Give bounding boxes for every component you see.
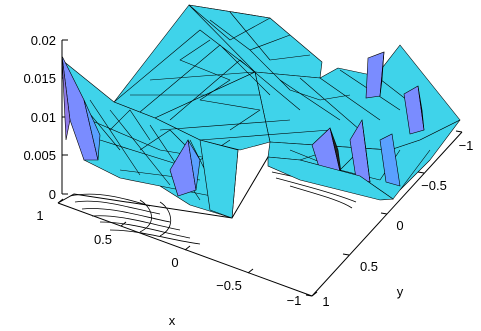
wall-face: [199, 139, 239, 219]
spike-face: [329, 127, 343, 181]
x-tick-label: −1: [287, 293, 302, 308]
corner-spike: [61, 55, 101, 161]
mesh-edges: [69, 4, 431, 211]
y-tick-label: 0: [396, 218, 403, 233]
x-ticks: [57, 198, 318, 297]
z-tick-label: 0.02: [31, 33, 56, 48]
spike-face: [187, 139, 201, 191]
wall-face: [267, 156, 394, 201]
x-tick-label: −0.5: [216, 278, 242, 293]
y-ticks: [305, 130, 463, 297]
z-tick-label: 0.015: [23, 71, 56, 86]
x-tick-label: 0.5: [94, 232, 112, 247]
right-wing-spikes: [311, 51, 425, 187]
surface-patch: [188, 4, 323, 79]
z-tick-labels: 0 0.005 0.01 0.015 0.02: [23, 33, 56, 202]
x-tick-labels: 1 0.5 0 −0.5 −1: [36, 208, 301, 308]
spike-face: [83, 99, 101, 161]
x-tick-label: 1: [36, 208, 43, 223]
z-tick-label: 0.01: [31, 110, 56, 125]
spike-face: [417, 85, 425, 131]
x-axis-label: x: [169, 313, 176, 328]
y-tick-label: −0.5: [421, 178, 447, 193]
y-axis-label: y: [397, 284, 404, 299]
y-tick-labels: −1 −0.5 0 0.5 1: [322, 138, 473, 309]
y-tick-label: 0.5: [360, 259, 378, 274]
spike-face: [361, 119, 371, 183]
spike-face: [379, 51, 385, 97]
y-tick-label: −1: [459, 138, 474, 153]
spike-face: [61, 55, 71, 141]
reentrant-spike: [169, 139, 201, 197]
x-tick-label: 0: [171, 255, 178, 270]
surface-walls: [199, 139, 394, 219]
y-tick-label: 1: [322, 294, 329, 309]
z-tick-label: 0.005: [23, 148, 56, 163]
z-tick-label: 0: [49, 187, 56, 202]
spike-face: [379, 133, 401, 187]
